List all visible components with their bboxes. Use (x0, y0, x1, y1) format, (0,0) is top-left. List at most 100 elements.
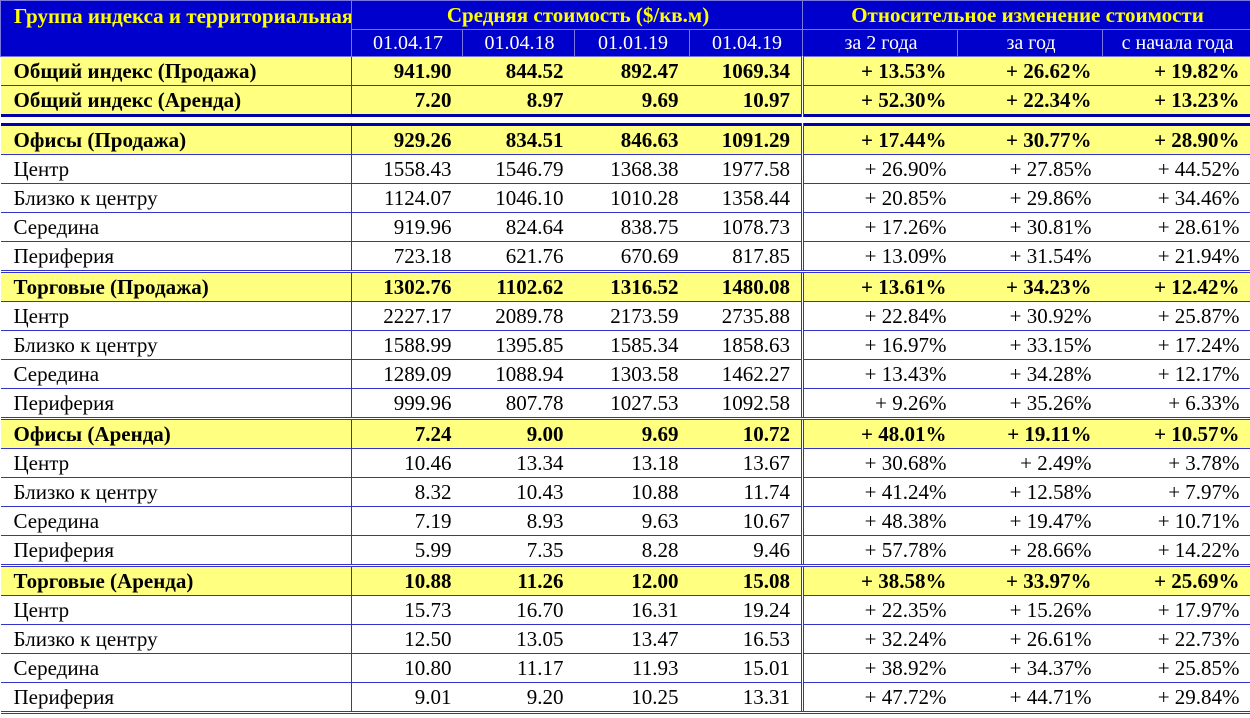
date-header: 01.04.17 (351, 29, 463, 57)
change-cell: + 32.24% (801, 624, 958, 654)
group-total-row: Офисы (Аренда) 7.24 9.00 9.69 10.72 + 48.01% +… (0, 418, 1250, 449)
period-header: за 2 года (802, 29, 959, 57)
avg-cost-cell: 19.24 (689, 595, 803, 625)
change-cell: + 6.33% (1102, 388, 1250, 420)
avg-cost-cell: 807.78 (462, 388, 575, 420)
change-cell: + 12.17% (1102, 359, 1250, 389)
change-cell: + 10.71% (1102, 506, 1250, 536)
avg-cost-cell: 824.64 (462, 212, 575, 242)
avg-cost-cell: 1027.53 (574, 388, 690, 420)
avg-cost-cell: 1069.34 (689, 56, 803, 86)
avg-cost-cell: 7.19 (351, 506, 463, 536)
table-row: Близко к центру 8.32 10.43 10.88 11.74 + 41.2… (0, 477, 1250, 507)
row-label: Торговые (Аренда) (0, 565, 352, 596)
change-cell: + 38.92% (801, 653, 958, 683)
change-cell: + 41.24% (801, 477, 958, 507)
change-cell: + 28.90% (1102, 124, 1250, 155)
change-cell: + 12.58% (957, 477, 1103, 507)
date-header: 01.04.18 (462, 29, 575, 57)
avg-cost-cell: 9.01 (351, 682, 463, 714)
change-cell: + 16.97% (801, 330, 958, 360)
change-cell: + 30.92% (957, 301, 1103, 331)
avg-cost-cell: 13.67 (689, 448, 803, 478)
avg-cost-cell: 2735.88 (689, 301, 803, 331)
change-cell: + 20.85% (801, 183, 958, 213)
avg-cost-cell: 817.85 (689, 241, 803, 273)
change-cell: + 34.28% (957, 359, 1103, 389)
table-header: Группа индекса и территориальная зона Ки… (0, 0, 1250, 57)
avg-cost-cell: 844.52 (462, 56, 575, 86)
avg-cost-cell: 11.17 (462, 653, 575, 683)
change-cell: + 35.26% (957, 388, 1103, 420)
table-row: Близко к центру 1588.99 1395.85 1585.34 1858… (0, 330, 1250, 360)
change-cell: + 48.01% (801, 418, 958, 449)
avg-cost-cell: 1546.79 (462, 154, 575, 184)
row-label: Центр (0, 301, 352, 331)
row-label: Периферия (0, 388, 352, 420)
avg-cost-cell: 1078.73 (689, 212, 803, 242)
row-label: Периферия (0, 535, 352, 567)
row-label: Центр (0, 595, 352, 625)
avg-cost-cell: 8.28 (574, 535, 690, 567)
row-label: Центр (0, 154, 352, 184)
change-cell: + 26.61% (957, 624, 1103, 654)
summary-row: Общий индекс (Продажа) 941.90 844.52 892.47… (0, 56, 1250, 86)
avg-cost-cell: 5.99 (351, 535, 463, 567)
table-row: Центр 2227.17 2089.78 2173.59 2735.88 + 22.84… (0, 301, 1250, 331)
change-cell: + 14.22% (1102, 535, 1250, 567)
table-row: Центр 15.73 16.70 16.31 19.24 + 22.35% + 15.26… (0, 595, 1250, 625)
avg-cost-cell: 15.73 (351, 595, 463, 625)
avg-cost-cell: 15.08 (689, 565, 803, 596)
change-cell: + 2.49% (957, 448, 1103, 478)
period-header: с начала года (1102, 29, 1250, 57)
change-cell: + 25.87% (1102, 301, 1250, 331)
avg-cost-cell: 1088.94 (462, 359, 575, 389)
row-label: Общий индекс (Аренда) (0, 85, 352, 116)
avg-cost-cell: 1480.08 (689, 271, 803, 302)
change-cell: + 17.24% (1102, 330, 1250, 360)
avg-cost-cell: 838.75 (574, 212, 690, 242)
avg-cost-cell: 13.34 (462, 448, 575, 478)
avg-cost-cell: 11.93 (574, 653, 690, 683)
change-cell: + 13.09% (801, 241, 958, 273)
avg-cost-cell: 1558.43 (351, 154, 463, 184)
avg-cost-cell: 13.18 (574, 448, 690, 478)
avg-cost-cell: 1858.63 (689, 330, 803, 360)
change-cell: + 19.82% (1102, 56, 1250, 86)
avg-cost-cell: 13.05 (462, 624, 575, 654)
avg-cost-cell: 10.46 (351, 448, 463, 478)
row-label: Периферия (0, 682, 352, 714)
change-cell: + 22.35% (801, 595, 958, 625)
change-cell: + 30.68% (801, 448, 958, 478)
change-cell: + 48.38% (801, 506, 958, 536)
avg-cost-cell: 1102.62 (462, 271, 575, 302)
table-row: Центр 10.46 13.34 13.18 13.67 + 30.68% + 2.49%… (0, 448, 1250, 478)
section-divider (0, 114, 1250, 126)
group-column-header: Группа индекса и территориальная зона Ки… (0, 0, 352, 57)
relative-change-header: Относительное изменение стоимости (802, 0, 1250, 30)
avg-cost-cell: 9.69 (574, 418, 690, 449)
avg-cost-cell: 13.31 (689, 682, 803, 714)
avg-cost-cell: 9.63 (574, 506, 690, 536)
avg-cost-cell: 15.01 (689, 653, 803, 683)
change-cell: + 57.78% (801, 535, 958, 567)
row-label: Центр (0, 448, 352, 478)
avg-cost-cell: 10.67 (689, 506, 803, 536)
avg-cost-cell: 1289.09 (351, 359, 463, 389)
avg-cost-cell: 10.97 (689, 85, 803, 116)
avg-cost-cell: 1302.76 (351, 271, 463, 302)
change-cell: + 13.61% (801, 271, 958, 302)
change-cell: + 19.47% (957, 506, 1103, 536)
avg-cost-cell: 846.63 (574, 124, 690, 155)
row-label: Периферия (0, 241, 352, 273)
row-label: Общий индекс (Продажа) (0, 56, 352, 86)
change-cell: + 7.97% (1102, 477, 1250, 507)
avg-cost-cell: 919.96 (351, 212, 463, 242)
change-cell: + 33.15% (957, 330, 1103, 360)
row-label: Середина (0, 212, 352, 242)
table-row: Центр 1558.43 1546.79 1368.38 1977.58 + 26.90… (0, 154, 1250, 184)
table-row: Середина 7.19 8.93 9.63 10.67 + 48.38% + 19.47… (0, 506, 1250, 536)
change-cell: + 34.37% (957, 653, 1103, 683)
avg-cost-cell: 723.18 (351, 241, 463, 273)
